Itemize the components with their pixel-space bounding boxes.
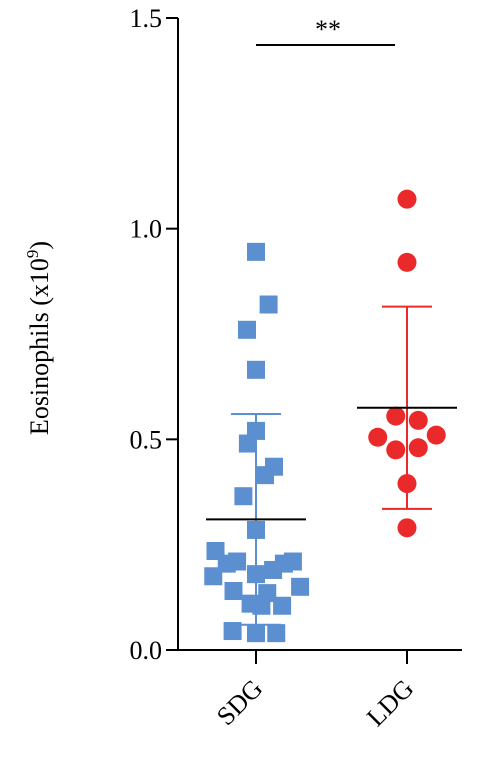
y-axis-title-superscript: 9 (23, 250, 42, 259)
data-point (408, 410, 428, 430)
significance-annotation: ** (256, 15, 395, 46)
x-tick-label-ldg: LDG (361, 674, 419, 732)
data-point (408, 438, 428, 458)
data-point (397, 252, 417, 272)
data-point (386, 406, 406, 426)
y-axis-title: Eosinophils (x109) (23, 241, 54, 435)
data-point (223, 622, 242, 641)
y-ticks: 0.0 0.5 1.0 1.5 (130, 4, 178, 665)
data-point (267, 624, 286, 643)
axes (177, 18, 462, 651)
data-point (397, 189, 417, 209)
y-tick-label: 1.5 (130, 4, 163, 33)
data-point (247, 520, 265, 539)
data-point (247, 565, 265, 584)
data-point (238, 434, 257, 453)
data-point (386, 440, 406, 460)
data-point (247, 242, 265, 261)
series-layer (204, 189, 457, 643)
series-ldg (357, 189, 457, 538)
data-point (273, 596, 292, 615)
x-tick-label-sdg: SDG (211, 674, 268, 731)
y-axis-title-close: ) (25, 241, 54, 250)
significance-label: ** (315, 15, 341, 44)
data-point (426, 425, 446, 445)
data-point (397, 474, 417, 494)
y-tick-label: 0.0 (130, 636, 163, 665)
data-point (204, 567, 223, 586)
y-tick-label: 0.5 (130, 425, 163, 454)
data-point (259, 295, 278, 314)
series-sdg (204, 242, 310, 643)
x-ticks: SDG LDG (211, 650, 419, 732)
data-point (234, 487, 253, 506)
data-point (224, 582, 243, 601)
data-point (247, 360, 265, 379)
y-axis-title-main: Eosinophils (x10 (25, 258, 54, 435)
data-point (238, 320, 256, 339)
data-point (252, 596, 271, 615)
data-point (264, 560, 283, 579)
data-point (368, 427, 388, 447)
data-point (291, 577, 310, 596)
data-point (256, 466, 274, 485)
data-point (283, 552, 302, 571)
data-point (397, 518, 417, 538)
y-tick-label: 1.0 (130, 215, 163, 244)
data-point (247, 624, 265, 643)
